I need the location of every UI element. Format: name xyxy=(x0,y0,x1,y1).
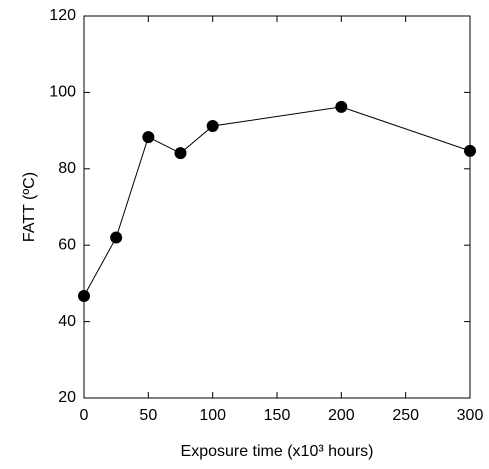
data-point xyxy=(174,147,187,160)
y-tick-label: 20 xyxy=(58,389,76,406)
data-line xyxy=(83,106,471,297)
data-point xyxy=(78,290,90,303)
x-tick-label: 250 xyxy=(392,407,419,424)
x-tick-label: 200 xyxy=(328,407,355,424)
y-axis-label: FATT (ºC) xyxy=(21,172,38,242)
plot-frame xyxy=(83,15,471,399)
data-point xyxy=(206,120,219,133)
y-tick-label: 40 xyxy=(58,313,76,330)
y-tick-label: 120 xyxy=(49,7,76,24)
data-point xyxy=(464,144,476,157)
x-tick-label: 100 xyxy=(199,407,226,424)
x-tick-label: 150 xyxy=(264,407,291,424)
data-point xyxy=(335,100,348,113)
x-axis-label: Exposure time (x10³ hours) xyxy=(181,443,374,460)
x-tick-label: 300 xyxy=(457,407,484,424)
data-point xyxy=(142,131,155,144)
y-tick-label: 80 xyxy=(58,160,76,177)
y-tick-label: 100 xyxy=(49,84,76,101)
y-tick-label: 60 xyxy=(58,236,76,253)
x-tick-label: 0 xyxy=(80,407,89,424)
data-point xyxy=(110,231,123,244)
x-tick-label: 50 xyxy=(139,407,157,424)
